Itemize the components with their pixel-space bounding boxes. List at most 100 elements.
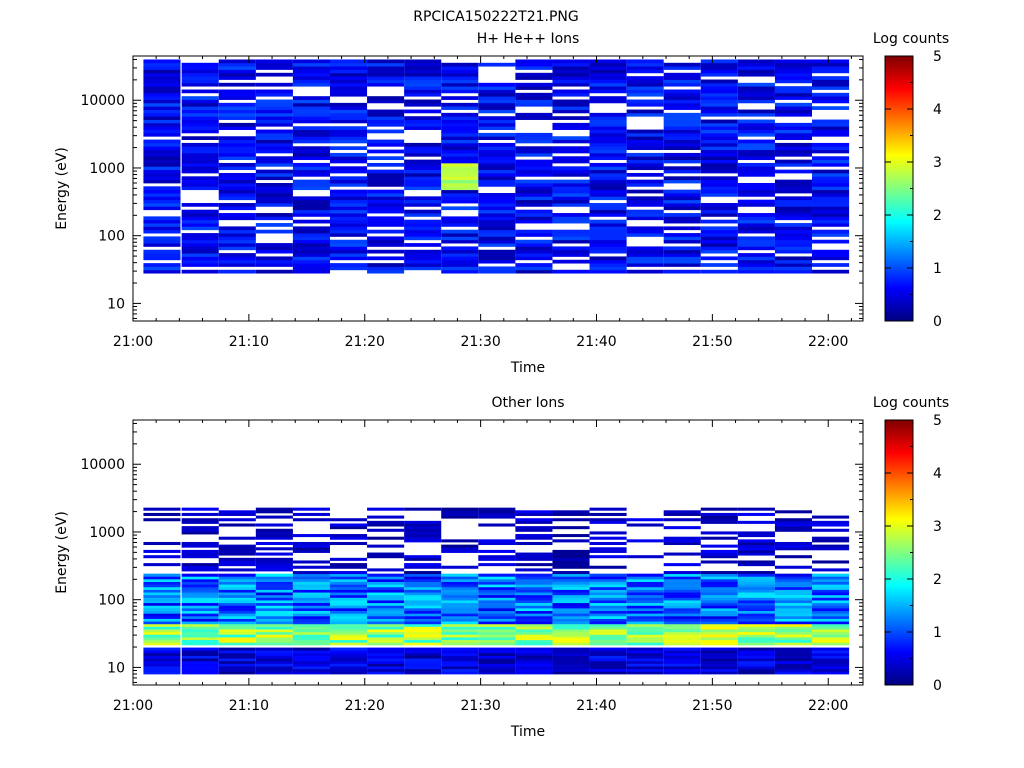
heatmap-cell	[515, 92, 553, 97]
heatmap-cell	[478, 634, 516, 638]
heatmap-cell	[812, 623, 850, 627]
heatmap-cell	[515, 169, 553, 174]
heatmap-cell	[737, 82, 775, 87]
heatmap-cell	[143, 573, 181, 577]
heatmap-cell	[515, 193, 553, 197]
heatmap-cell	[181, 668, 219, 672]
heatmap-cell	[478, 236, 516, 241]
heatmap-cell	[774, 526, 813, 530]
heatmap-cell	[441, 600, 479, 604]
heatmap-cell	[589, 69, 627, 74]
heatmap-cell	[589, 618, 627, 622]
heatmap-cell	[292, 59, 330, 64]
heatmap-cell	[441, 634, 479, 638]
heatmap-cell	[737, 169, 775, 174]
heatmap-cell	[143, 126, 181, 130]
heatmap-cell	[515, 82, 553, 87]
heatmap-cell	[441, 539, 479, 543]
x-tick-label: 21:10	[229, 698, 269, 714]
heatmap-cell	[737, 99, 775, 104]
heatmap-cell	[181, 259, 219, 264]
heatmap-cell	[478, 209, 516, 214]
heatmap-cell	[663, 62, 701, 67]
heatmap-cell	[812, 249, 850, 254]
heatmap-cell	[329, 166, 368, 171]
heatmap-cell	[552, 655, 590, 659]
heatmap-cell	[663, 552, 701, 556]
heatmap-cell	[515, 610, 553, 614]
heatmap-cell	[589, 592, 627, 596]
heatmap-cell	[329, 536, 368, 540]
x-tick-label: 21:00	[113, 334, 153, 350]
heatmap-cell	[515, 112, 553, 117]
heatmap-cell	[626, 605, 664, 609]
heatmap-cell	[404, 229, 442, 234]
heatmap-cell	[737, 186, 775, 191]
heatmap-cell	[589, 650, 627, 654]
heatmap-cell	[589, 96, 627, 100]
heatmap-cell	[329, 86, 368, 90]
heatmap-cell	[626, 132, 664, 137]
heatmap-cell	[663, 126, 701, 130]
heatmap-cell	[329, 239, 368, 244]
heatmap-cell	[255, 106, 293, 110]
heatmap-cell	[515, 615, 553, 619]
heatmap-cell	[404, 199, 442, 204]
heatmap-cell	[626, 146, 664, 151]
heatmap-cell	[181, 600, 219, 604]
heatmap-cell	[663, 536, 701, 540]
heatmap-cell	[663, 605, 701, 609]
heatmap-cell	[626, 69, 664, 74]
heatmap-cell	[700, 668, 738, 672]
heatmap-cell	[552, 584, 590, 588]
heatmap-cell	[329, 571, 368, 575]
y-tick-label: 10	[107, 660, 125, 676]
heatmap-cell	[367, 219, 405, 224]
heatmap-cell	[441, 233, 479, 237]
heatmap-cell	[700, 621, 738, 625]
heatmap-cell	[589, 555, 627, 559]
heatmap-cell	[626, 246, 664, 251]
heatmap-cell	[143, 615, 181, 619]
heatmap-cell	[552, 79, 590, 84]
heatmap-cell	[143, 196, 181, 201]
heatmap-cell	[255, 552, 293, 556]
heatmap-cell	[143, 102, 181, 107]
heatmap-cell	[404, 639, 442, 643]
heatmap-cell	[441, 586, 479, 590]
heatmap-cell	[367, 139, 405, 144]
heatmap-cell	[441, 102, 479, 107]
heatmap-cell	[329, 179, 368, 184]
colorbar	[884, 55, 914, 322]
heatmap-cell	[143, 626, 181, 630]
heatmap-cell	[478, 637, 516, 641]
heatmap-cell	[700, 663, 738, 667]
heatmap-cell	[441, 139, 479, 144]
heatmap-cell	[589, 189, 627, 194]
heatmap-cell	[589, 86, 627, 90]
heatmap-cell	[255, 216, 293, 221]
heatmap-cell	[143, 179, 181, 184]
heatmap-cell	[515, 594, 553, 598]
heatmap-cell	[292, 634, 330, 638]
heatmap-cell	[626, 586, 664, 590]
heatmap-cell	[329, 213, 368, 217]
heatmap-cell	[404, 563, 442, 567]
heatmap-cell	[812, 96, 850, 100]
heatmap-cell	[441, 219, 479, 224]
heatmap-cell	[404, 618, 442, 622]
heatmap-cell	[774, 122, 813, 127]
heatmap-cell	[626, 584, 664, 588]
heatmap-cell	[515, 239, 553, 244]
heatmap-cell	[700, 149, 738, 154]
heatmap-cell	[589, 236, 627, 241]
heatmap-cell	[552, 647, 590, 651]
heatmap-cell	[589, 613, 627, 617]
heatmap-cell	[367, 142, 405, 147]
heatmap-cell	[737, 631, 775, 635]
heatmap-cell	[812, 520, 850, 524]
heatmap-cell	[255, 534, 293, 538]
heatmap-cell	[552, 156, 590, 161]
heatmap-cell	[700, 629, 738, 633]
heatmap-cell	[218, 156, 256, 161]
